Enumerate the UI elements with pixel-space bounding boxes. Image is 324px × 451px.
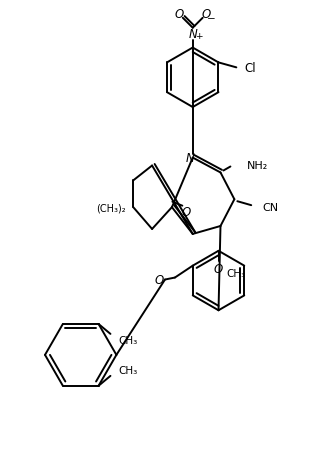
Text: CH₃: CH₃ <box>118 365 138 375</box>
Text: O: O <box>214 262 223 276</box>
Text: O: O <box>155 273 164 286</box>
Text: O: O <box>202 8 211 21</box>
Text: −: − <box>207 14 216 24</box>
Text: CN: CN <box>262 202 278 213</box>
Text: +: + <box>195 32 202 41</box>
Text: CH₃: CH₃ <box>226 268 246 278</box>
Text: N: N <box>185 152 194 165</box>
Text: O: O <box>182 206 191 219</box>
Text: N: N <box>188 28 197 41</box>
Text: (CH₃)₂: (CH₃)₂ <box>96 202 125 213</box>
Text: CH₃: CH₃ <box>118 335 138 345</box>
Text: NH₂: NH₂ <box>247 160 269 170</box>
Text: O: O <box>174 8 183 21</box>
Text: Cl: Cl <box>244 62 256 75</box>
